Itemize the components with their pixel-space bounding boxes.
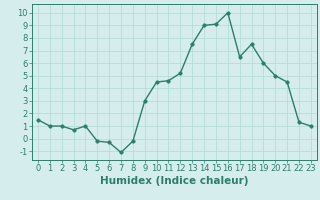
X-axis label: Humidex (Indice chaleur): Humidex (Indice chaleur) [100,176,249,186]
